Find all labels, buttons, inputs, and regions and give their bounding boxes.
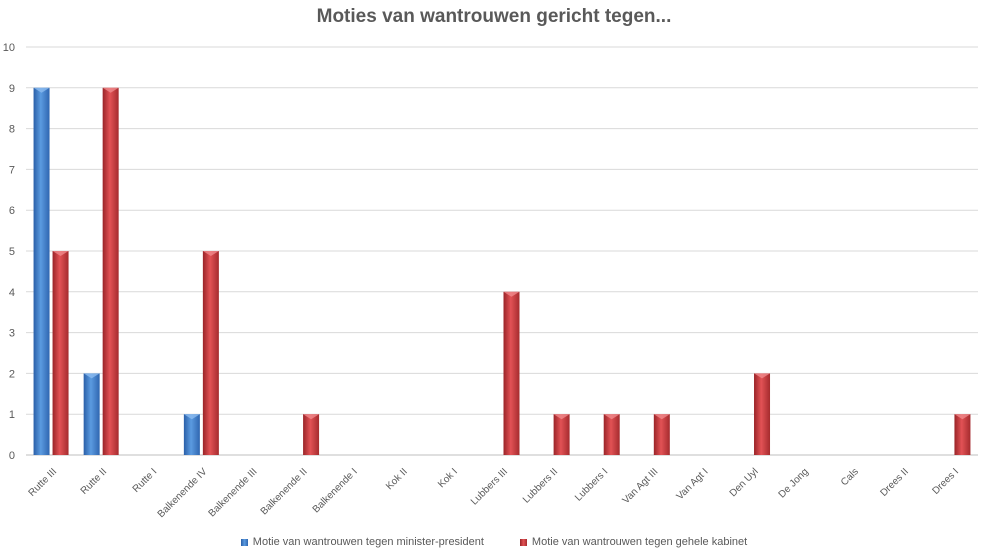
bar-cap: [183, 414, 200, 420]
bar-cap: [303, 414, 320, 420]
legend-label-kabinet: Motie van wantrouwen tegen gehele kabine…: [531, 536, 748, 548]
bar-minister-president: [83, 373, 100, 455]
x-tick-label: Kok II: [384, 466, 410, 492]
x-tick-label: Drees I: [930, 466, 961, 497]
y-tick-label: 6: [9, 205, 15, 217]
y-tick-label: 0: [9, 450, 15, 462]
bar-cap: [503, 291, 520, 297]
bar-kabinet: [102, 87, 119, 456]
bar-cap: [202, 251, 219, 256]
y-tick-label: 2: [9, 368, 15, 380]
y-tick-label: 4: [9, 287, 15, 299]
legend-item-minister-president: Motie van wantrouwen tegen minister-pres…: [240, 536, 484, 548]
x-tick-label: Van Agt III: [621, 466, 661, 506]
x-tick-label: Rutte II: [79, 466, 110, 497]
x-tick-label: Balkenende I: [311, 466, 360, 515]
x-tick-label: Drees II: [878, 466, 911, 499]
y-tick-label: 3: [9, 328, 15, 340]
bars: [33, 87, 971, 456]
x-tick-label: Van Agt I: [675, 466, 711, 502]
bar-minister-president: [183, 414, 200, 455]
gridlines: [26, 46, 978, 456]
bar-cap: [52, 251, 69, 256]
bar-kabinet: [202, 251, 219, 455]
x-tick-label: De Jong: [777, 466, 811, 500]
bar-cap: [553, 414, 570, 420]
bar-cap: [83, 373, 100, 379]
y-tick-label: 8: [9, 124, 15, 136]
x-tick-label: Rutte I: [131, 466, 160, 495]
bar-kabinet: [553, 414, 570, 455]
bar-kabinet: [954, 414, 971, 455]
y-tick-label: 1: [9, 409, 15, 421]
bar-kabinet: [503, 291, 520, 455]
y-tick-label: 7: [9, 164, 15, 176]
legend-swatch-red: [519, 538, 527, 546]
y-axis-ticks: 0 1 2 3 4 5 6 7 8 9 10: [3, 42, 15, 462]
x-tick-label: Rutte III: [27, 466, 60, 499]
bar-minister-president: [33, 87, 50, 456]
x-tick-label: Cals: [839, 466, 861, 488]
bar-cap: [754, 373, 771, 379]
bar-cap: [102, 87, 119, 93]
bar-kabinet: [653, 414, 670, 455]
bar-kabinet: [52, 251, 69, 455]
legend-swatch-blue: [240, 538, 248, 546]
y-tick-label: 9: [9, 83, 15, 95]
legend-label-minister-president: Motie van wantrouwen tegen minister-pres…: [252, 536, 484, 548]
bar-cap: [653, 414, 670, 420]
x-tick-label: Lubbers I: [573, 466, 610, 503]
x-tick-label: Kok I: [436, 466, 460, 490]
x-tick-label: Lubbers III: [469, 466, 510, 507]
x-tick-label: Den Uyl: [728, 466, 761, 499]
legend: Motie van wantrouwen tegen minister-pres…: [0, 536, 988, 548]
y-tick-label: 10: [3, 42, 15, 54]
bar-kabinet: [303, 414, 320, 455]
bar-kabinet: [603, 414, 620, 455]
legend-item-kabinet: Motie van wantrouwen tegen gehele kabine…: [519, 536, 748, 548]
bar-cap: [603, 414, 620, 420]
x-tick-label: Balkenende III: [207, 466, 260, 519]
x-tick-label: Lubbers II: [521, 466, 560, 505]
bar-cap: [954, 414, 971, 420]
x-tick-label: Balkenende II: [259, 466, 310, 517]
bar-kabinet: [754, 373, 771, 455]
chart-title: Moties van wantrouwen gericht tegen...: [316, 6, 672, 27]
y-tick-label: 5: [9, 246, 15, 258]
x-tick-label: Balkenende IV: [156, 466, 210, 520]
bar-cap: [33, 87, 50, 93]
